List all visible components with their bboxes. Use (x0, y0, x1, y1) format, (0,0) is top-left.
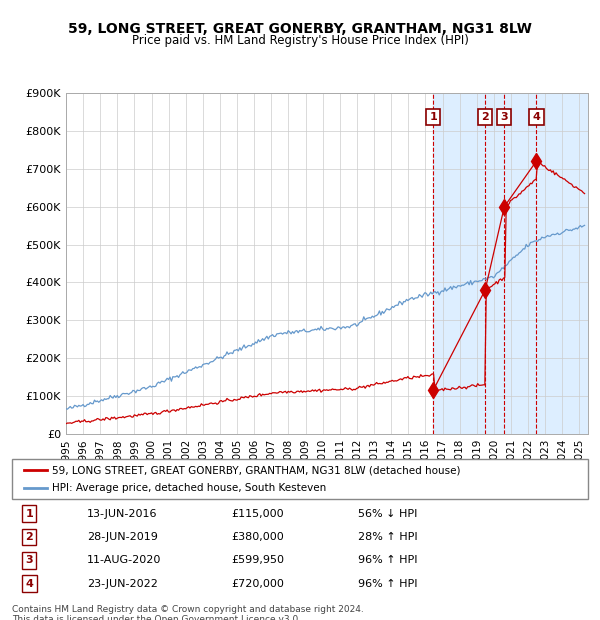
Text: 13-JUN-2016: 13-JUN-2016 (87, 509, 157, 519)
Text: 3: 3 (25, 556, 33, 565)
Text: £380,000: £380,000 (231, 532, 284, 542)
Text: 23-JUN-2022: 23-JUN-2022 (87, 578, 158, 588)
Text: 3: 3 (500, 112, 508, 122)
Text: 96% ↑ HPI: 96% ↑ HPI (358, 556, 417, 565)
FancyBboxPatch shape (12, 459, 588, 499)
Text: 2: 2 (481, 112, 489, 122)
Text: 4: 4 (25, 578, 33, 588)
Text: Contains HM Land Registry data © Crown copyright and database right 2024.
This d: Contains HM Land Registry data © Crown c… (12, 604, 364, 620)
Text: £599,950: £599,950 (231, 556, 284, 565)
Text: 59, LONG STREET, GREAT GONERBY, GRANTHAM, NG31 8LW: 59, LONG STREET, GREAT GONERBY, GRANTHAM… (68, 22, 532, 36)
Text: £720,000: £720,000 (231, 578, 284, 588)
Text: Price paid vs. HM Land Registry's House Price Index (HPI): Price paid vs. HM Land Registry's House … (131, 34, 469, 47)
Text: HPI: Average price, detached house, South Kesteven: HPI: Average price, detached house, Sout… (52, 483, 326, 493)
Text: 56% ↓ HPI: 56% ↓ HPI (358, 509, 417, 519)
Text: 11-AUG-2020: 11-AUG-2020 (87, 556, 161, 565)
Text: 2: 2 (25, 532, 33, 542)
Text: 59, LONG STREET, GREAT GONERBY, GRANTHAM, NG31 8LW (detached house): 59, LONG STREET, GREAT GONERBY, GRANTHAM… (52, 465, 461, 475)
Text: 28% ↑ HPI: 28% ↑ HPI (358, 532, 417, 542)
Text: 28-JUN-2019: 28-JUN-2019 (87, 532, 158, 542)
Text: 1: 1 (429, 112, 437, 122)
Bar (433, 93, 588, 434)
Text: 1: 1 (25, 509, 33, 519)
Text: 4: 4 (532, 112, 540, 122)
Text: 96% ↑ HPI: 96% ↑ HPI (358, 578, 417, 588)
Text: £115,000: £115,000 (231, 509, 284, 519)
